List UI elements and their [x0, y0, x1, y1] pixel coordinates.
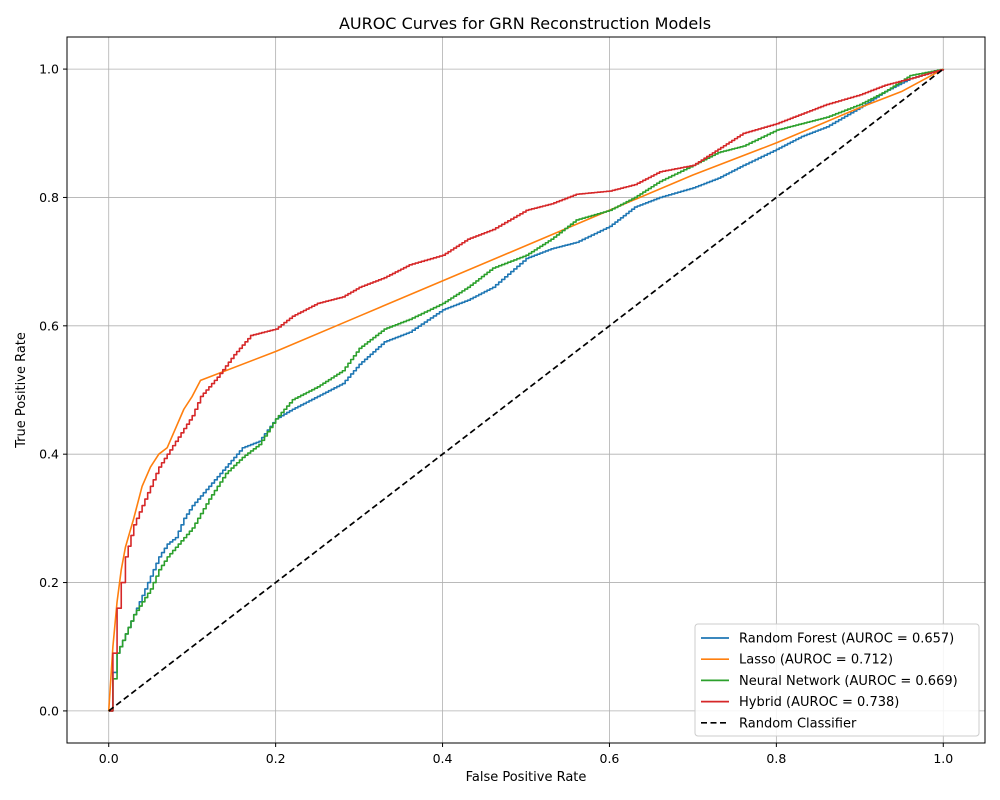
legend-label: Lasso (AUROC = 0.712) — [739, 653, 893, 668]
x-tick-label: 0.4 — [433, 751, 453, 766]
x-tick-label: 1.0 — [933, 751, 953, 766]
x-tick-label: 0.2 — [266, 751, 286, 766]
x-tick-label: 0.6 — [600, 751, 620, 766]
x-axis-label: False Positive Rate — [466, 770, 587, 785]
y-tick-label: 0.6 — [39, 318, 59, 333]
legend-box — [694, 623, 980, 737]
y-tick-label: 0.8 — [39, 190, 59, 205]
y-tick-label: 1.0 — [39, 62, 59, 77]
grid-lines — [67, 37, 985, 743]
x-tick-label: 0.0 — [99, 751, 119, 766]
chart-title: AUROC Curves for GRN Reconstruction Mode… — [339, 14, 711, 33]
legend-label: Random Forest (AUROC = 0.657) — [739, 632, 954, 647]
legend-label: Neural Network (AUROC = 0.669) — [739, 674, 958, 689]
series-line-3 — [108, 69, 945, 712]
x-tick-label: 0.8 — [766, 751, 786, 766]
y-axis-label: True Positive Rate — [14, 332, 29, 449]
legend-label: Hybrid (AUROC = 0.738) — [739, 695, 899, 710]
series-line-4 — [108, 68, 944, 712]
legend: Random Forest (AUROC = 0.657) Lasso (AURO… — [694, 623, 980, 737]
series-line-1 — [107, 68, 944, 711]
axis-ticks: 0.0 0.2 0.4 0.6 0.8 1.0 0.0 0.2 0.4 0.6 0.8 1.0 — [39, 62, 953, 766]
y-tick-label: 0.0 — [39, 703, 59, 718]
series-lines — [107, 68, 945, 712]
y-tick-label: 0.4 — [39, 447, 59, 462]
y-tick-label: 0.2 — [39, 575, 59, 590]
legend-label: Random Classifier — [739, 716, 857, 731]
series-line-2 — [108, 68, 945, 712]
series-line-0 — [108, 69, 945, 712]
plot-frame — [66, 36, 986, 744]
